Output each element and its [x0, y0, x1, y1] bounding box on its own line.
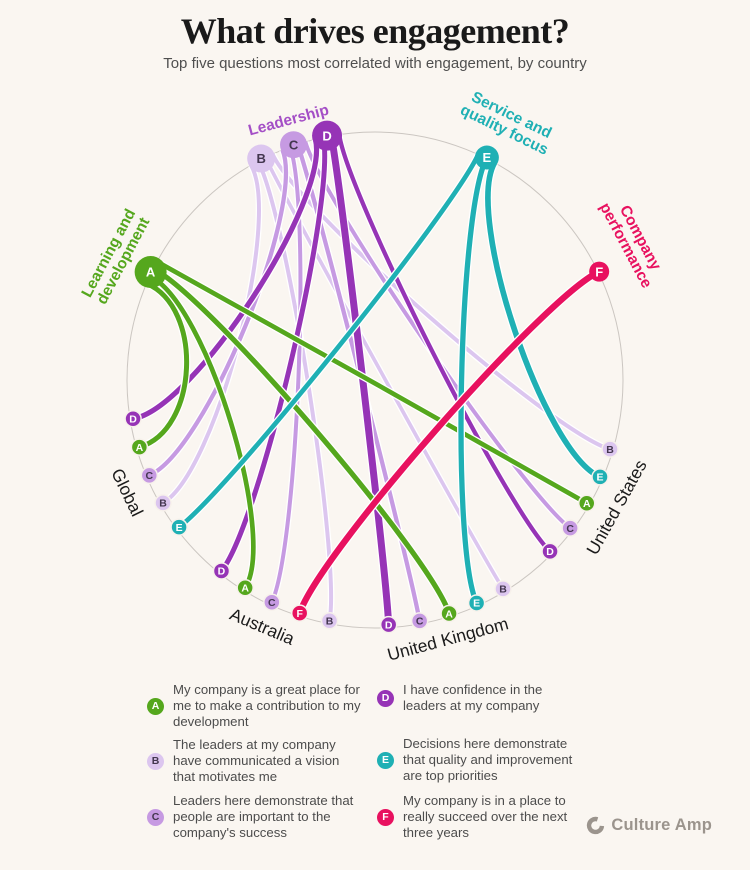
link-F-Australia: [296, 269, 600, 615]
link-C-Australia: [269, 146, 303, 604]
legend-item-e: E Decisions here demonstrate that qualit…: [377, 736, 585, 784]
node-letter-Australia-D: D: [218, 566, 226, 578]
node-letter-Global-B: B: [159, 498, 167, 510]
node-question-A: [134, 256, 167, 289]
node-Global-D: [124, 409, 142, 428]
brand-logo: Culture Amp: [586, 816, 712, 835]
legend-item-b: B The leaders at my company have communi…: [147, 737, 361, 785]
legend-item-a: A My company is a great place for me to …: [147, 682, 361, 730]
legend-text-c: Leaders here demonstrate that people are…: [173, 793, 354, 840]
node-question-D: [312, 120, 343, 151]
culture-amp-mark-icon: [587, 816, 605, 835]
link-A-Australia: [148, 274, 256, 590]
node-letter-United States-D: D: [546, 546, 554, 558]
node-letter-question-D: D: [322, 128, 331, 143]
link-B-Australia: [256, 160, 334, 622]
node-United States-B: [601, 440, 619, 458]
link-D-Australia: [219, 136, 328, 573]
node-letter-Global-A: A: [136, 442, 144, 454]
node-letter-question-B: B: [256, 151, 265, 166]
node-letter-Global-E: E: [176, 522, 183, 534]
legend-text-b: The leaders at my company have communica…: [173, 737, 340, 784]
legend-marker-f: F: [377, 808, 394, 826]
link-E-United Kingdom: [458, 157, 489, 604]
legend-item-c: C Leaders here demonstrate that people a…: [147, 793, 361, 841]
node-Global-C: [140, 466, 159, 485]
node-letter-Australia-B: B: [326, 616, 334, 628]
outer-ring: [126, 131, 624, 629]
legend-marker-b: B: [147, 752, 164, 770]
node-Australia-F: [290, 604, 309, 622]
node-United Kingdom-B: [494, 580, 512, 598]
node-letter-United Kingdom-A: A: [445, 608, 453, 620]
node-letter-United States-C: C: [566, 523, 574, 535]
link-D-United States: [337, 134, 552, 553]
node-letter-United Kingdom-E: E: [473, 598, 480, 610]
question-nodes: A B C D E F: [134, 120, 610, 289]
node-letter-question-C: C: [289, 137, 299, 152]
category-label-service-and: Service andquality focus: [457, 87, 558, 159]
node-letter-Australia-A: A: [241, 583, 249, 595]
legend-text-f: My company is in a place to really succe…: [403, 793, 568, 840]
legend-text-d: I have confidence in the leaders at my c…: [403, 682, 543, 713]
link-E-Global: [177, 153, 481, 529]
node-Australia-C: [263, 593, 281, 611]
node-United States-A: [577, 494, 596, 512]
node-Global-B: [154, 494, 172, 512]
link-E-United States: [485, 161, 602, 480]
node-Australia-A: [236, 579, 254, 597]
link-A-United States: [155, 259, 588, 506]
legend-text-a: My company is a great place for me to ma…: [173, 682, 361, 729]
node-United States-D: [541, 542, 559, 561]
legend-marker-a: A: [147, 697, 164, 715]
node-United Kingdom-D: [379, 615, 398, 634]
node-Australia-D: [212, 562, 231, 580]
legend-text-e: Decisions here demonstrate that quality …: [403, 736, 573, 783]
node-letter-United States-E: E: [597, 472, 604, 484]
node-question-B: [247, 144, 276, 173]
node-United Kingdom-A: [440, 604, 458, 623]
node-letter-Australia-C: C: [268, 597, 276, 609]
country-label-Australia: Australia: [227, 604, 298, 649]
node-United Kingdom-E: [467, 594, 486, 612]
node-Australia-B: [320, 611, 339, 630]
node-letter-question-E: E: [483, 150, 492, 165]
link-A-Global: [138, 281, 189, 450]
legend-item-f: F My company is in a place to really suc…: [377, 793, 585, 841]
node-question-C: [280, 131, 308, 159]
link-C-Global: [148, 149, 289, 478]
legend-marker-c: C: [147, 808, 164, 826]
node-letter-United Kingdom-D: D: [385, 619, 393, 631]
node-letter-question-F: F: [595, 264, 603, 279]
node-United Kingdom-C: [410, 612, 429, 630]
node-letter-United States-B: B: [606, 444, 614, 456]
legend-item-d: D I have confidence in the leaders at my…: [377, 682, 585, 714]
node-letter-question-A: A: [146, 265, 156, 280]
node-question-F: [589, 261, 610, 282]
node-Global-E: [170, 518, 188, 536]
node-letter-United Kingdom-C: C: [416, 616, 424, 628]
node-letter-United States-A: A: [583, 498, 591, 510]
legend-marker-e: E: [377, 751, 394, 769]
link-D-Global: [132, 138, 320, 422]
header: What drives engagement? Top five questio…: [0, 0, 750, 73]
node-United States-E: [591, 468, 609, 486]
page-subtitle: Top five questions most correlated with …: [163, 55, 587, 72]
node-Global-A: [130, 438, 149, 456]
brand-name: Culture Amp: [611, 816, 712, 834]
page-title: What drives engagement?: [180, 11, 570, 51]
links: [132, 134, 612, 625]
node-letter-United Kingdom-B: B: [499, 584, 507, 596]
node-letter-Global-C: C: [146, 470, 154, 482]
node-question-E: [474, 145, 499, 170]
legend-marker-d: D: [377, 689, 394, 707]
node-letter-Global-D: D: [129, 414, 137, 426]
node-United States-C: [561, 519, 579, 537]
node-letter-Australia-F: F: [296, 608, 303, 620]
link-A-United Kingdom: [152, 266, 452, 615]
